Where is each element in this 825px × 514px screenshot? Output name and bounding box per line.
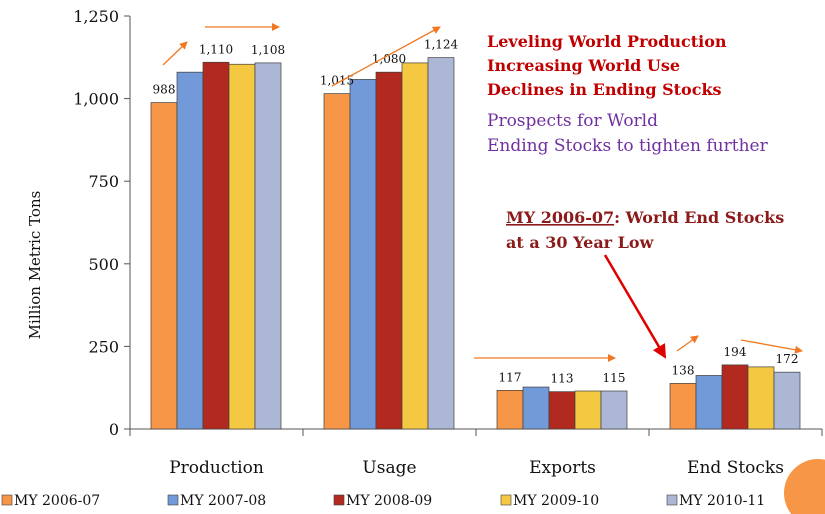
bar xyxy=(669,383,697,430)
bar xyxy=(773,371,801,430)
legend-label: MY 2007-08 xyxy=(180,493,266,509)
legend-swatch xyxy=(333,494,345,506)
y-tick-label: 1,250 xyxy=(73,7,119,26)
bar xyxy=(496,389,524,430)
trend-arrow-production-up xyxy=(162,41,188,66)
category-label: Exports xyxy=(529,458,596,478)
callout-note: MY 2006-07: World End Stocks at a 30 Yea… xyxy=(506,208,784,252)
callout-note-line-2: at a 30 Year Low xyxy=(506,233,655,252)
trend-arrow-endstocks-up xyxy=(676,335,699,352)
headline: Leveling World Production Increasing Wor… xyxy=(487,32,727,99)
data-label: 138 xyxy=(672,363,695,377)
decorative-circle xyxy=(784,459,825,514)
bar xyxy=(150,102,178,430)
y-tick-label: 1,000 xyxy=(73,90,119,109)
trend-arrows xyxy=(162,23,803,362)
bar xyxy=(323,93,351,430)
y-tick-label: 250 xyxy=(88,337,119,356)
bar xyxy=(695,375,723,430)
y-axis-label: Million Metric Tons xyxy=(26,191,44,340)
bar xyxy=(176,71,204,430)
trend-arrow-usage xyxy=(331,26,441,87)
bars xyxy=(150,57,801,430)
axes: 0 250 500 750 1,000 1,250 Production Usage Expor… xyxy=(73,7,823,478)
headline-line-3: Declines in Ending Stocks xyxy=(487,80,722,99)
y-tick-label: 750 xyxy=(88,172,119,191)
bar xyxy=(427,57,455,430)
legend-label: MY 2008-09 xyxy=(346,493,432,509)
category-label: Usage xyxy=(362,458,416,478)
headline-line-1: Leveling World Production xyxy=(487,32,727,51)
y-tick-label: 500 xyxy=(88,255,119,274)
y-tick-label: 0 xyxy=(109,420,119,439)
data-label: 113 xyxy=(551,372,574,386)
legend-swatch xyxy=(666,494,678,506)
callout-note-line-1: MY 2006-07: World End Stocks xyxy=(506,208,784,227)
bar xyxy=(349,79,377,430)
legend: MY 2006-07 MY 2007-08 MY 2008-09 MY 2009-10… xyxy=(1,493,765,509)
data-label: 1,110 xyxy=(199,42,233,56)
bar xyxy=(522,386,550,430)
bar xyxy=(721,364,749,430)
bar xyxy=(228,63,256,430)
bar xyxy=(574,390,602,430)
legend-swatch xyxy=(167,494,179,506)
subtext-line-1: Prospects for World xyxy=(487,111,658,131)
bar xyxy=(548,391,576,430)
data-label: 1,124 xyxy=(424,38,459,52)
data-labels: 988 1,110 1,108 1,015 1,080 1,124 117 113 115 138… xyxy=(153,38,799,386)
bar xyxy=(375,71,403,430)
legend-label: MY 2006-07 xyxy=(14,493,100,509)
subtext-line-2: Ending Stocks to tighten further xyxy=(487,136,769,156)
bar xyxy=(254,62,282,430)
category-label: End Stocks xyxy=(687,458,784,478)
legend-label: MY 2009-10 xyxy=(513,493,599,509)
data-label: 172 xyxy=(776,352,799,366)
pointer-arrow xyxy=(603,254,667,359)
headline-line-2: Increasing World Use xyxy=(487,56,680,75)
bar xyxy=(600,390,628,430)
data-label: 194 xyxy=(724,345,747,359)
data-label: 115 xyxy=(603,371,626,385)
trend-arrow-endstocks-down xyxy=(740,339,803,354)
legend-swatch xyxy=(1,494,13,506)
legend-swatch xyxy=(500,494,512,506)
data-label: 117 xyxy=(499,370,522,384)
bar xyxy=(747,366,775,430)
legend-label: MY 2010-11 xyxy=(679,493,765,509)
data-label: 1,108 xyxy=(251,43,285,57)
data-label: 988 xyxy=(153,83,176,97)
bar xyxy=(202,61,230,430)
category-label: Production xyxy=(169,458,264,478)
bar xyxy=(401,62,429,430)
callout-note-rest: : World End Stocks xyxy=(614,208,784,227)
data-label: 1,015 xyxy=(320,74,354,88)
subtext: Prospects for World Ending Stocks to tig… xyxy=(487,111,769,156)
data-label: 1,080 xyxy=(372,52,406,66)
callout-note-underlined: MY 2006-07 xyxy=(506,208,614,227)
